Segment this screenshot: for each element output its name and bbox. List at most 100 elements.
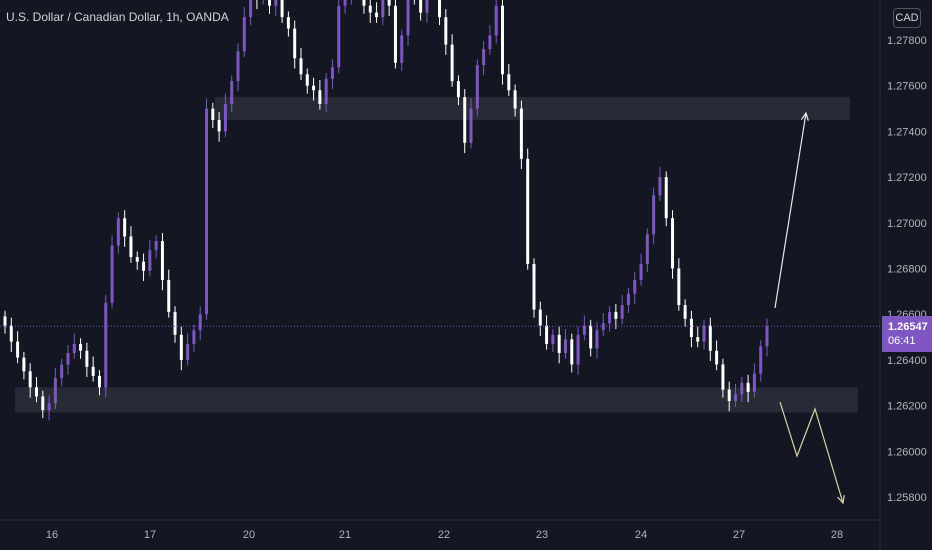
y-tick-label: 1.26800 <box>887 264 927 276</box>
candle-body <box>576 334 580 365</box>
candle-body <box>9 325 13 342</box>
y-tick-label: 1.26000 <box>887 446 927 458</box>
candle-body <box>293 28 297 59</box>
candle-body <box>249 0 253 18</box>
candle-body <box>154 241 158 251</box>
x-tick-label: 20 <box>243 529 255 541</box>
candle-body <box>589 325 593 349</box>
candle-body <box>532 263 536 310</box>
candle-body <box>538 309 542 326</box>
candle-body <box>425 0 429 13</box>
candle-body <box>28 371 32 388</box>
candle-body <box>463 97 467 143</box>
candle-body <box>79 343 83 351</box>
candle-body <box>299 58 303 75</box>
symbol-title: U.S. Dollar / Canadian Dollar, 1h, OANDA <box>6 10 229 24</box>
candle-body <box>53 378 57 404</box>
candle-body <box>381 0 385 18</box>
x-tick-label: 28 <box>831 529 843 541</box>
candle-body <box>683 305 687 319</box>
candle-body <box>419 0 423 13</box>
candle-body <box>551 334 555 344</box>
candle-body <box>557 334 561 354</box>
candle-body <box>658 177 662 196</box>
currency-badge[interactable]: CAD <box>893 8 921 28</box>
bullish-path-arrowhead <box>800 111 809 121</box>
candle-body <box>173 311 177 335</box>
candle-body <box>198 314 202 331</box>
x-tick-label: 16 <box>46 529 58 541</box>
candle-body <box>488 35 492 50</box>
candle-body <box>330 67 334 79</box>
x-tick-label: 22 <box>438 529 450 541</box>
candle-body <box>223 103 227 132</box>
candle-body <box>501 5 505 75</box>
x-tick-label: 21 <box>339 529 351 541</box>
candle-body <box>507 74 511 91</box>
candle-body <box>179 334 183 360</box>
candle-body <box>66 353 70 365</box>
candle-body <box>91 366 95 376</box>
candle-body <box>337 5 341 68</box>
candle-body <box>135 257 139 262</box>
candle-body <box>123 218 127 237</box>
candle-body <box>752 373 756 392</box>
candle-body <box>186 343 190 360</box>
bar-countdown: 06:41 <box>888 335 916 347</box>
candle-body <box>324 78 328 104</box>
candle-body <box>205 108 209 315</box>
candle-body <box>765 326 769 347</box>
candle-body <box>242 17 246 52</box>
candle-body <box>677 268 681 306</box>
candle-body <box>104 302 108 388</box>
candle-body <box>167 279 171 312</box>
candle-body <box>97 375 101 388</box>
candle-body <box>406 0 410 36</box>
candle-body <box>16 341 20 358</box>
candle-body <box>475 65 479 109</box>
bullish-path <box>774 112 807 309</box>
candle-body <box>702 325 706 342</box>
candle-body <box>236 51 240 82</box>
candle-body <box>286 17 290 29</box>
candle-body <box>639 263 643 280</box>
candle-body <box>570 339 574 365</box>
candle-body <box>368 5 372 13</box>
candle-body <box>482 49 486 66</box>
candle-body <box>438 0 442 18</box>
candle-body <box>614 311 618 319</box>
bearish-path <box>779 401 844 504</box>
candle-body <box>192 330 196 344</box>
candle-body <box>740 382 744 395</box>
candle-body <box>519 108 523 159</box>
last-price-label: 1.26547 06:41 <box>882 316 932 352</box>
y-tick-label: 1.27200 <box>887 172 927 184</box>
candle-body <box>343 0 347 6</box>
candle-body <box>400 35 404 63</box>
candle-body <box>312 85 316 91</box>
candle-body <box>129 236 133 258</box>
x-tick-label: 23 <box>536 529 548 541</box>
candle-body <box>72 343 76 354</box>
candle-body <box>633 279 637 294</box>
y-tick-label: 1.27400 <box>887 126 927 138</box>
x-tick-label: 17 <box>144 529 156 541</box>
candle-body <box>110 245 114 303</box>
candle-body <box>746 382 750 392</box>
candle-body <box>3 316 7 326</box>
y-tick-label: 1.27000 <box>887 218 927 230</box>
support-zone <box>15 387 858 413</box>
y-tick-label: 1.25800 <box>887 492 927 504</box>
y-tick-label: 1.27800 <box>887 35 927 47</box>
candle-body <box>671 218 675 269</box>
candle-body <box>305 74 309 86</box>
candle-body <box>230 81 234 104</box>
candle-body <box>362 0 366 6</box>
candle-body <box>393 5 397 63</box>
last-price-value: 1.26547 <box>888 321 928 333</box>
candle-body <box>727 389 731 402</box>
x-tick-label: 24 <box>635 529 647 541</box>
candle-body <box>142 261 146 271</box>
